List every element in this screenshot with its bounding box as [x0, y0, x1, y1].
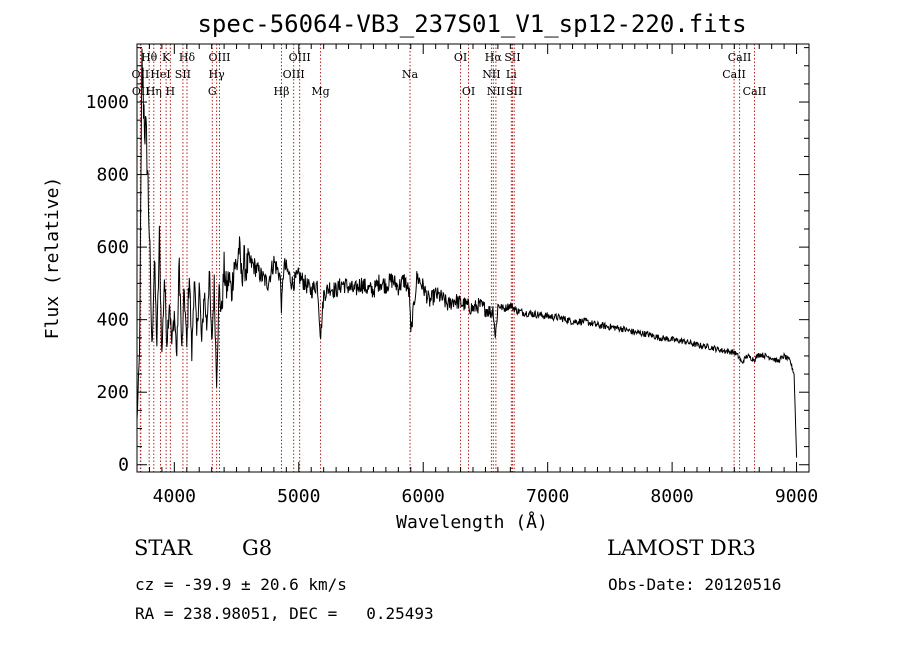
spectral-line-label: Hγ [209, 68, 226, 81]
spectral-line-label: OI [462, 85, 475, 98]
object-subclass: G8 [242, 536, 273, 560]
x-tick-label: 5000 [277, 486, 320, 507]
spectral-line-label: NII [487, 85, 505, 98]
x-tick-label: 8000 [650, 486, 693, 507]
obs-date: Obs-Date: 20120516 [608, 575, 782, 594]
spectral-line-label: NII [482, 68, 500, 81]
x-tick-label: 6000 [402, 486, 445, 507]
spectral-line-label: SII [506, 85, 522, 98]
y-tick-label: 200 [96, 382, 129, 403]
spectral-line-label: Hη [146, 85, 162, 98]
spectral-line-label: SII [175, 68, 191, 81]
spectral-line-label: Hδ [179, 51, 196, 64]
x-tick-label: 4000 [153, 486, 196, 507]
spectral-line-label: CaII [722, 68, 746, 81]
spectral-line-label: OIII [208, 51, 230, 64]
y-tick-label: 600 [96, 237, 129, 258]
spectral-line-label: Hθ [141, 51, 158, 64]
spectrum-series [136, 48, 798, 458]
spectral-line-label: OII [132, 68, 150, 81]
object-class: STAR [134, 536, 193, 560]
y-tick-label: 1000 [86, 92, 129, 113]
spectral-line-label: CaII [728, 51, 752, 64]
coordinates-text: RA = 238.98051, DEC = 0.25493 [135, 604, 434, 623]
spectral-line-label: K [162, 51, 171, 64]
chart-title: spec-56064-VB3_237S01_V1_sp12-220.fits [197, 10, 746, 38]
spectral-line-label: CaII [743, 85, 767, 98]
x-axis-label: Wavelength (Å) [396, 511, 548, 533]
spectral-line-label: OIII [283, 68, 305, 81]
y-tick-label: 800 [96, 165, 129, 186]
spectral-line-label: Mg [311, 85, 329, 98]
survey-label: LAMOST DR3 [607, 536, 756, 560]
y-tick-label: 400 [96, 310, 129, 331]
spectral-line-label: Na [402, 68, 419, 81]
spectral-line-label: HeI [150, 68, 170, 81]
spectral-line-label: SII [504, 51, 520, 64]
spectral-line-label: OI [454, 51, 467, 64]
spectral-line-label: G [208, 85, 217, 98]
x-tick-label: 7000 [526, 486, 569, 507]
redshift-text: cz = -39.9 ± 20.6 km/s [135, 575, 347, 594]
y-tick-label: 0 [118, 455, 129, 476]
spectral-line-label: H [166, 85, 176, 98]
spectral-line-label: Hβ [274, 85, 290, 98]
x-tick-label: 9000 [775, 486, 818, 507]
spectral-line-label: OIII [289, 51, 311, 64]
spectral-line-label: Li [506, 68, 517, 81]
spectral-line-label: Hα [485, 51, 503, 64]
spectral-line-label: OII [132, 85, 150, 98]
y-axis-label: Flux (relative) [42, 177, 63, 340]
